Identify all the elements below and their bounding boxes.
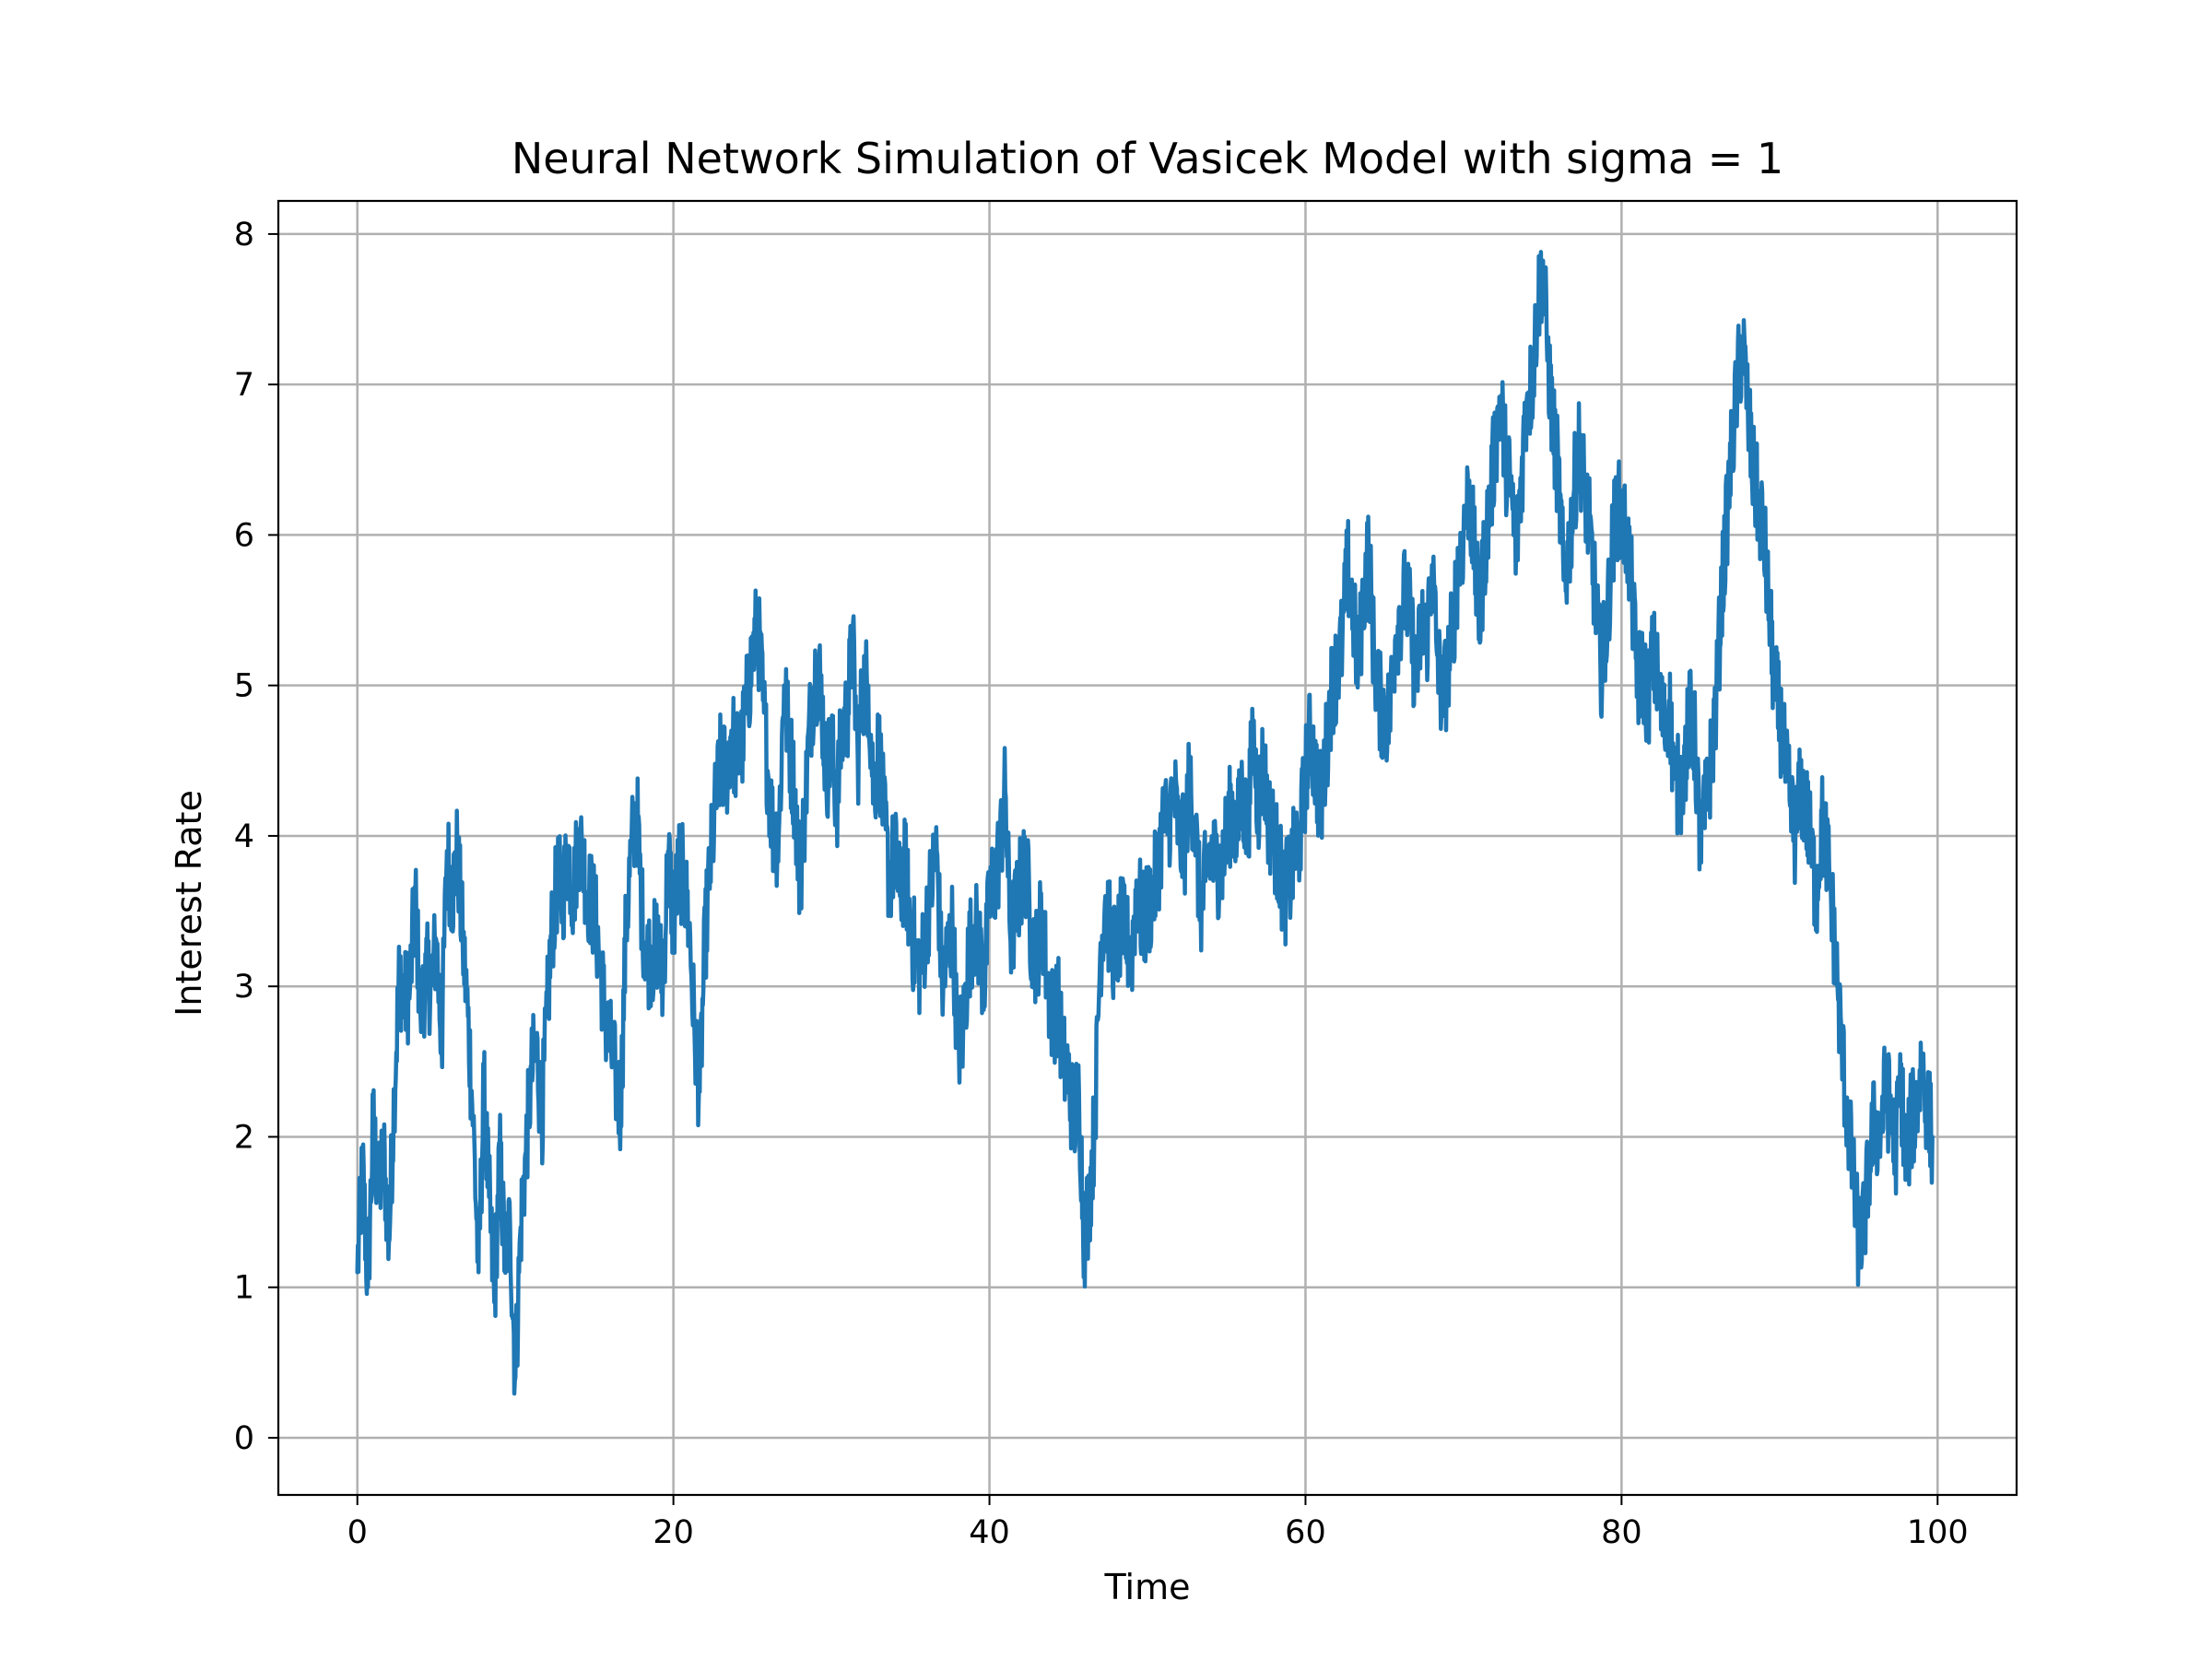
y-tick-label: 4: [234, 818, 254, 855]
chart-title: Neural Network Simulation of Vasicek Mod…: [512, 134, 1783, 183]
y-tick-label: 3: [234, 969, 254, 1006]
series-layer: [355, 250, 1935, 1396]
grid-layer: [278, 201, 2017, 1495]
x-tick-label: 80: [1601, 1514, 1642, 1551]
y-axis-label: Interest Rate: [169, 790, 209, 1017]
x-tick-label: 60: [1285, 1514, 1326, 1551]
y-tick-label: 6: [234, 517, 254, 554]
y-tick-label: 2: [234, 1119, 254, 1156]
y-tick-label: 7: [234, 367, 254, 404]
x-tick-label: 100: [1907, 1514, 1969, 1551]
x-tick-label: 0: [347, 1514, 368, 1551]
y-tick-label: 5: [234, 668, 254, 705]
x-tick-label: 40: [969, 1514, 1010, 1551]
tick-layer: 0 20 40 60 80 100 0 1 2 3 4 5 6 7 8: [234, 217, 1969, 1551]
y-tick-label: 1: [234, 1270, 254, 1307]
x-tick-label: 20: [653, 1514, 694, 1551]
y-tick-label: 8: [234, 217, 254, 253]
plot-frame: [276, 199, 2018, 1497]
y-tick-label: 0: [234, 1420, 254, 1457]
series-line-0: [355, 250, 1935, 1396]
x-axis-label: Time: [1104, 1567, 1191, 1607]
